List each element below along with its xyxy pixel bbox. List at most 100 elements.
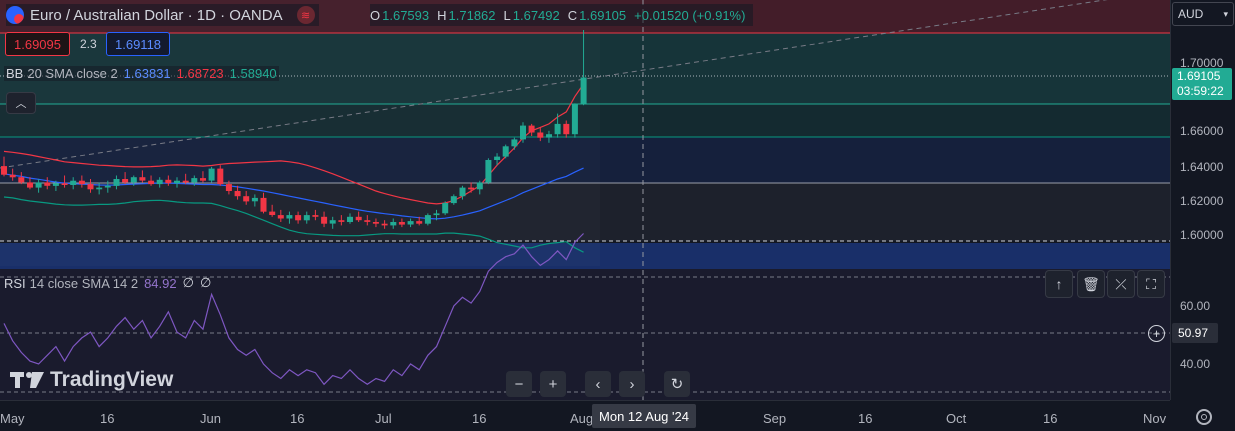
bb-lower-value: 1.58940 — [229, 66, 277, 81]
candle-body — [398, 222, 405, 225]
pane-collapse-button[interactable]: ⤫ — [1107, 270, 1135, 298]
time-axis-label: May — [0, 411, 25, 426]
candle-body — [424, 215, 431, 224]
candle-body — [156, 179, 163, 185]
low-label: L — [503, 7, 511, 23]
candle-body — [364, 220, 371, 222]
range-zone — [0, 183, 1170, 241]
time-axis[interactable] — [0, 400, 1170, 431]
buy-button[interactable]: 1.69118 — [106, 32, 171, 56]
candle-body — [476, 182, 483, 190]
bar-countdown: 03:59:22 — [1177, 84, 1224, 98]
bb-lower-line — [3, 196, 584, 253]
candle-body — [130, 177, 137, 183]
candle-body — [303, 215, 310, 221]
sell-button[interactable]: 1.69095 — [5, 32, 70, 56]
time-axis-label: 16 — [100, 411, 115, 426]
candle-body — [139, 177, 146, 181]
collapse-icon: ⤫ — [1115, 275, 1127, 292]
candle-body — [372, 222, 379, 224]
position-zones — [0, 0, 1170, 400]
spread-value: 2.3 — [80, 37, 97, 51]
candle-body — [27, 182, 33, 188]
entry-zone — [0, 137, 1170, 183]
candle-body — [390, 222, 397, 226]
pane-delete-button[interactable]: 🗑 — [1077, 270, 1105, 298]
ohlc-legend: O 1.67593 H 1.71862 L 1.67492 C 1.69105 +0.0… — [370, 4, 754, 26]
candle-body — [70, 180, 77, 185]
candle-body — [580, 77, 587, 104]
tradingview-wordmark: TradingView — [50, 368, 174, 391]
open-label: O — [370, 7, 381, 23]
candle-body — [87, 184, 94, 190]
rsi-legend[interactable]: RSI 14 close SMA 14 2 84.92 ∅ ∅ — [4, 275, 211, 291]
candle-body — [277, 215, 284, 219]
candle-body — [217, 168, 224, 185]
candle-body — [563, 123, 570, 135]
candle-body — [148, 180, 155, 185]
candle-body — [96, 187, 103, 190]
maximize-icon: ⛶ — [1146, 275, 1156, 292]
candle-body — [511, 139, 518, 147]
candle-body — [295, 215, 302, 221]
low-value: 1.67492 — [512, 7, 560, 23]
minus-icon: − — [514, 375, 524, 393]
candle-body — [61, 183, 68, 185]
candle-body — [208, 168, 215, 181]
pane-maximize-button[interactable]: ⛶ — [1137, 270, 1165, 298]
candle-body — [78, 180, 85, 185]
candle-body — [1, 166, 7, 175]
price-axis-label: 1.66000 — [1180, 124, 1224, 138]
symbol-title-bar[interactable]: Euro / Australian Dollar · 1D · OANDA ≋ — [6, 4, 319, 26]
candle-body — [225, 184, 232, 191]
bb-upper-value: 1.68723 — [176, 66, 224, 81]
candle-body — [321, 216, 328, 224]
candle-body — [502, 146, 509, 157]
currency-select[interactable]: AUD ▾ — [1172, 2, 1234, 26]
scroll-left-button[interactable]: ‹ — [585, 371, 611, 397]
candle-body — [113, 179, 120, 186]
reset-chart-button[interactable]: ↻ — [664, 371, 690, 397]
time-axis-label: Nov — [1143, 411, 1167, 426]
symbol-title: Euro / Australian Dollar · 1D · OANDA — [30, 6, 283, 24]
candle-body — [528, 125, 535, 133]
high-value: 1.71862 — [448, 7, 496, 23]
scroll-right-button[interactable]: › — [619, 371, 645, 397]
candlestick-series[interactable] — [1, 30, 587, 229]
candle-body — [200, 178, 206, 181]
high-label: H — [437, 7, 447, 23]
candle-body — [35, 182, 42, 188]
rsi-line — [3, 233, 584, 386]
rsi-params: 14 close SMA 14 2 — [29, 275, 139, 291]
pane-move-up-button[interactable]: ↑ — [1045, 270, 1073, 298]
candle-body — [355, 216, 362, 221]
time-axis-label: 16 — [1043, 411, 1058, 426]
candle-body — [329, 220, 336, 224]
zoom-in-button[interactable]: + — [540, 371, 566, 397]
bb-basis-line — [3, 167, 584, 220]
candle-body — [104, 185, 111, 188]
bb-legend[interactable]: BB 20 SMA close 2 1.63831 1.68723 1.5894… — [4, 66, 279, 81]
reset-icon: ↻ — [670, 376, 684, 393]
candle-body — [407, 221, 414, 225]
tradingview-logo[interactable]: TradingView — [10, 368, 173, 392]
bb-params: 20 SMA close 2 — [27, 66, 118, 81]
symbol-alert-icon[interactable]: ≋ — [296, 6, 315, 24]
candle-body — [459, 187, 466, 197]
time-axis-label: 16 — [858, 411, 873, 426]
zoom-out-button[interactable]: − — [506, 371, 532, 397]
candle-body — [537, 132, 544, 138]
bb-basis-value: 1.63831 — [123, 66, 171, 81]
chevron-down-icon: ▾ — [1223, 8, 1228, 19]
candle-body — [18, 177, 25, 183]
add-crosshair-icon[interactable]: + — [1148, 325, 1165, 342]
candle-body — [494, 156, 501, 160]
gear-icon[interactable] — [1196, 409, 1212, 425]
collapse-legend-button[interactable]: ︿ — [6, 92, 36, 114]
target-zone-lower — [0, 104, 1170, 137]
candle-body — [182, 180, 189, 183]
rsi-pane — [3, 233, 584, 386]
price-axis-label: 1.60000 — [1180, 228, 1224, 242]
time-axis-label: Oct — [946, 411, 967, 426]
